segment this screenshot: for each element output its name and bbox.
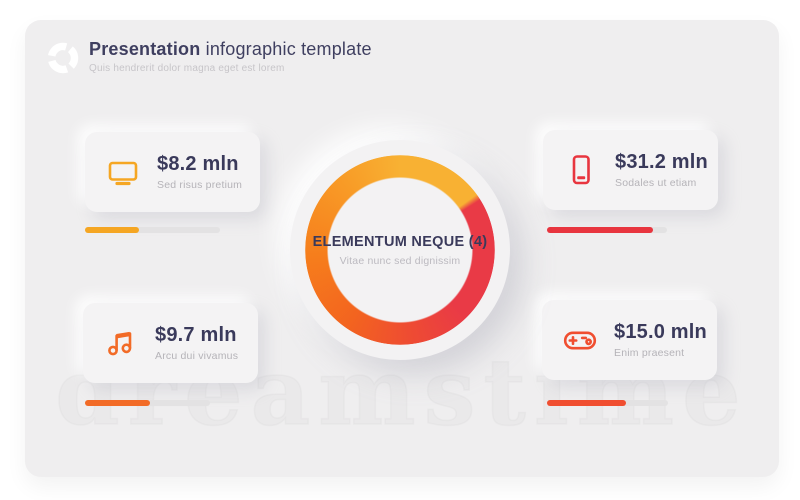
donut-chart: ELEMENTUM NEQUE (4) Vitae nunc sed digni… — [290, 140, 510, 360]
progress-track-phone — [547, 227, 667, 233]
stat-card-phone: $31.2 mln Sodales ut etiam — [543, 130, 718, 210]
donut-center: ELEMENTUM NEQUE (4) Vitae nunc sed digni… — [290, 140, 510, 360]
donut-ring — [305, 155, 495, 345]
gamepad-icon — [562, 322, 598, 358]
segmented-donut-icon — [45, 40, 81, 76]
music-note-icon — [103, 325, 139, 361]
stat-text: $8.2 mln Sed risus pretium — [157, 153, 242, 191]
stat-card-game: $15.0 mln Enim praesent — [542, 300, 717, 380]
infographic-canvas: Presentation infographic template Quis h… — [25, 20, 779, 477]
progress-fill-tv — [85, 227, 139, 233]
stat-label: Sodales ut etiam — [615, 177, 697, 189]
page-subtitle: Quis hendrerit dolor magna eget est lore… — [89, 63, 285, 74]
smartphone-icon — [563, 152, 599, 188]
progress-fill-game — [547, 400, 626, 406]
monitor-icon — [105, 154, 141, 190]
progress-fill-phone — [547, 227, 653, 233]
stat-card-tv: $8.2 mln Sed risus pretium — [85, 132, 260, 212]
progress-track-music — [85, 400, 210, 406]
stat-text: $31.2 mln Sodales ut etiam — [615, 151, 708, 189]
stat-card-music: $9.7 mln Arcu dui vivamus — [83, 303, 258, 383]
page-title-rest: infographic template — [200, 39, 372, 59]
stat-label: Enim praesent — [614, 347, 685, 359]
donut-title: ELEMENTUM NEQUE (4) — [312, 233, 488, 250]
stat-value: $8.2 mln — [157, 153, 239, 175]
progress-fill-music — [85, 400, 150, 406]
stat-text: $9.7 mln Arcu dui vivamus — [155, 324, 238, 362]
stat-value: $15.0 mln — [614, 321, 707, 343]
page-title: Presentation infographic template — [89, 39, 372, 60]
stat-value: $31.2 mln — [615, 151, 708, 173]
page-title-bold: Presentation — [89, 39, 201, 59]
stat-text: $15.0 mln Enim praesent — [614, 321, 707, 359]
stat-value: $9.7 mln — [155, 324, 237, 346]
stat-label: Sed risus pretium — [157, 179, 243, 191]
header: Presentation infographic template Quis h… — [89, 39, 372, 74]
progress-track-game — [547, 400, 668, 406]
donut-subtitle: Vitae nunc sed dignissim — [339, 254, 461, 267]
progress-track-tv — [85, 227, 220, 233]
stat-label: Arcu dui vivamus — [155, 350, 239, 362]
